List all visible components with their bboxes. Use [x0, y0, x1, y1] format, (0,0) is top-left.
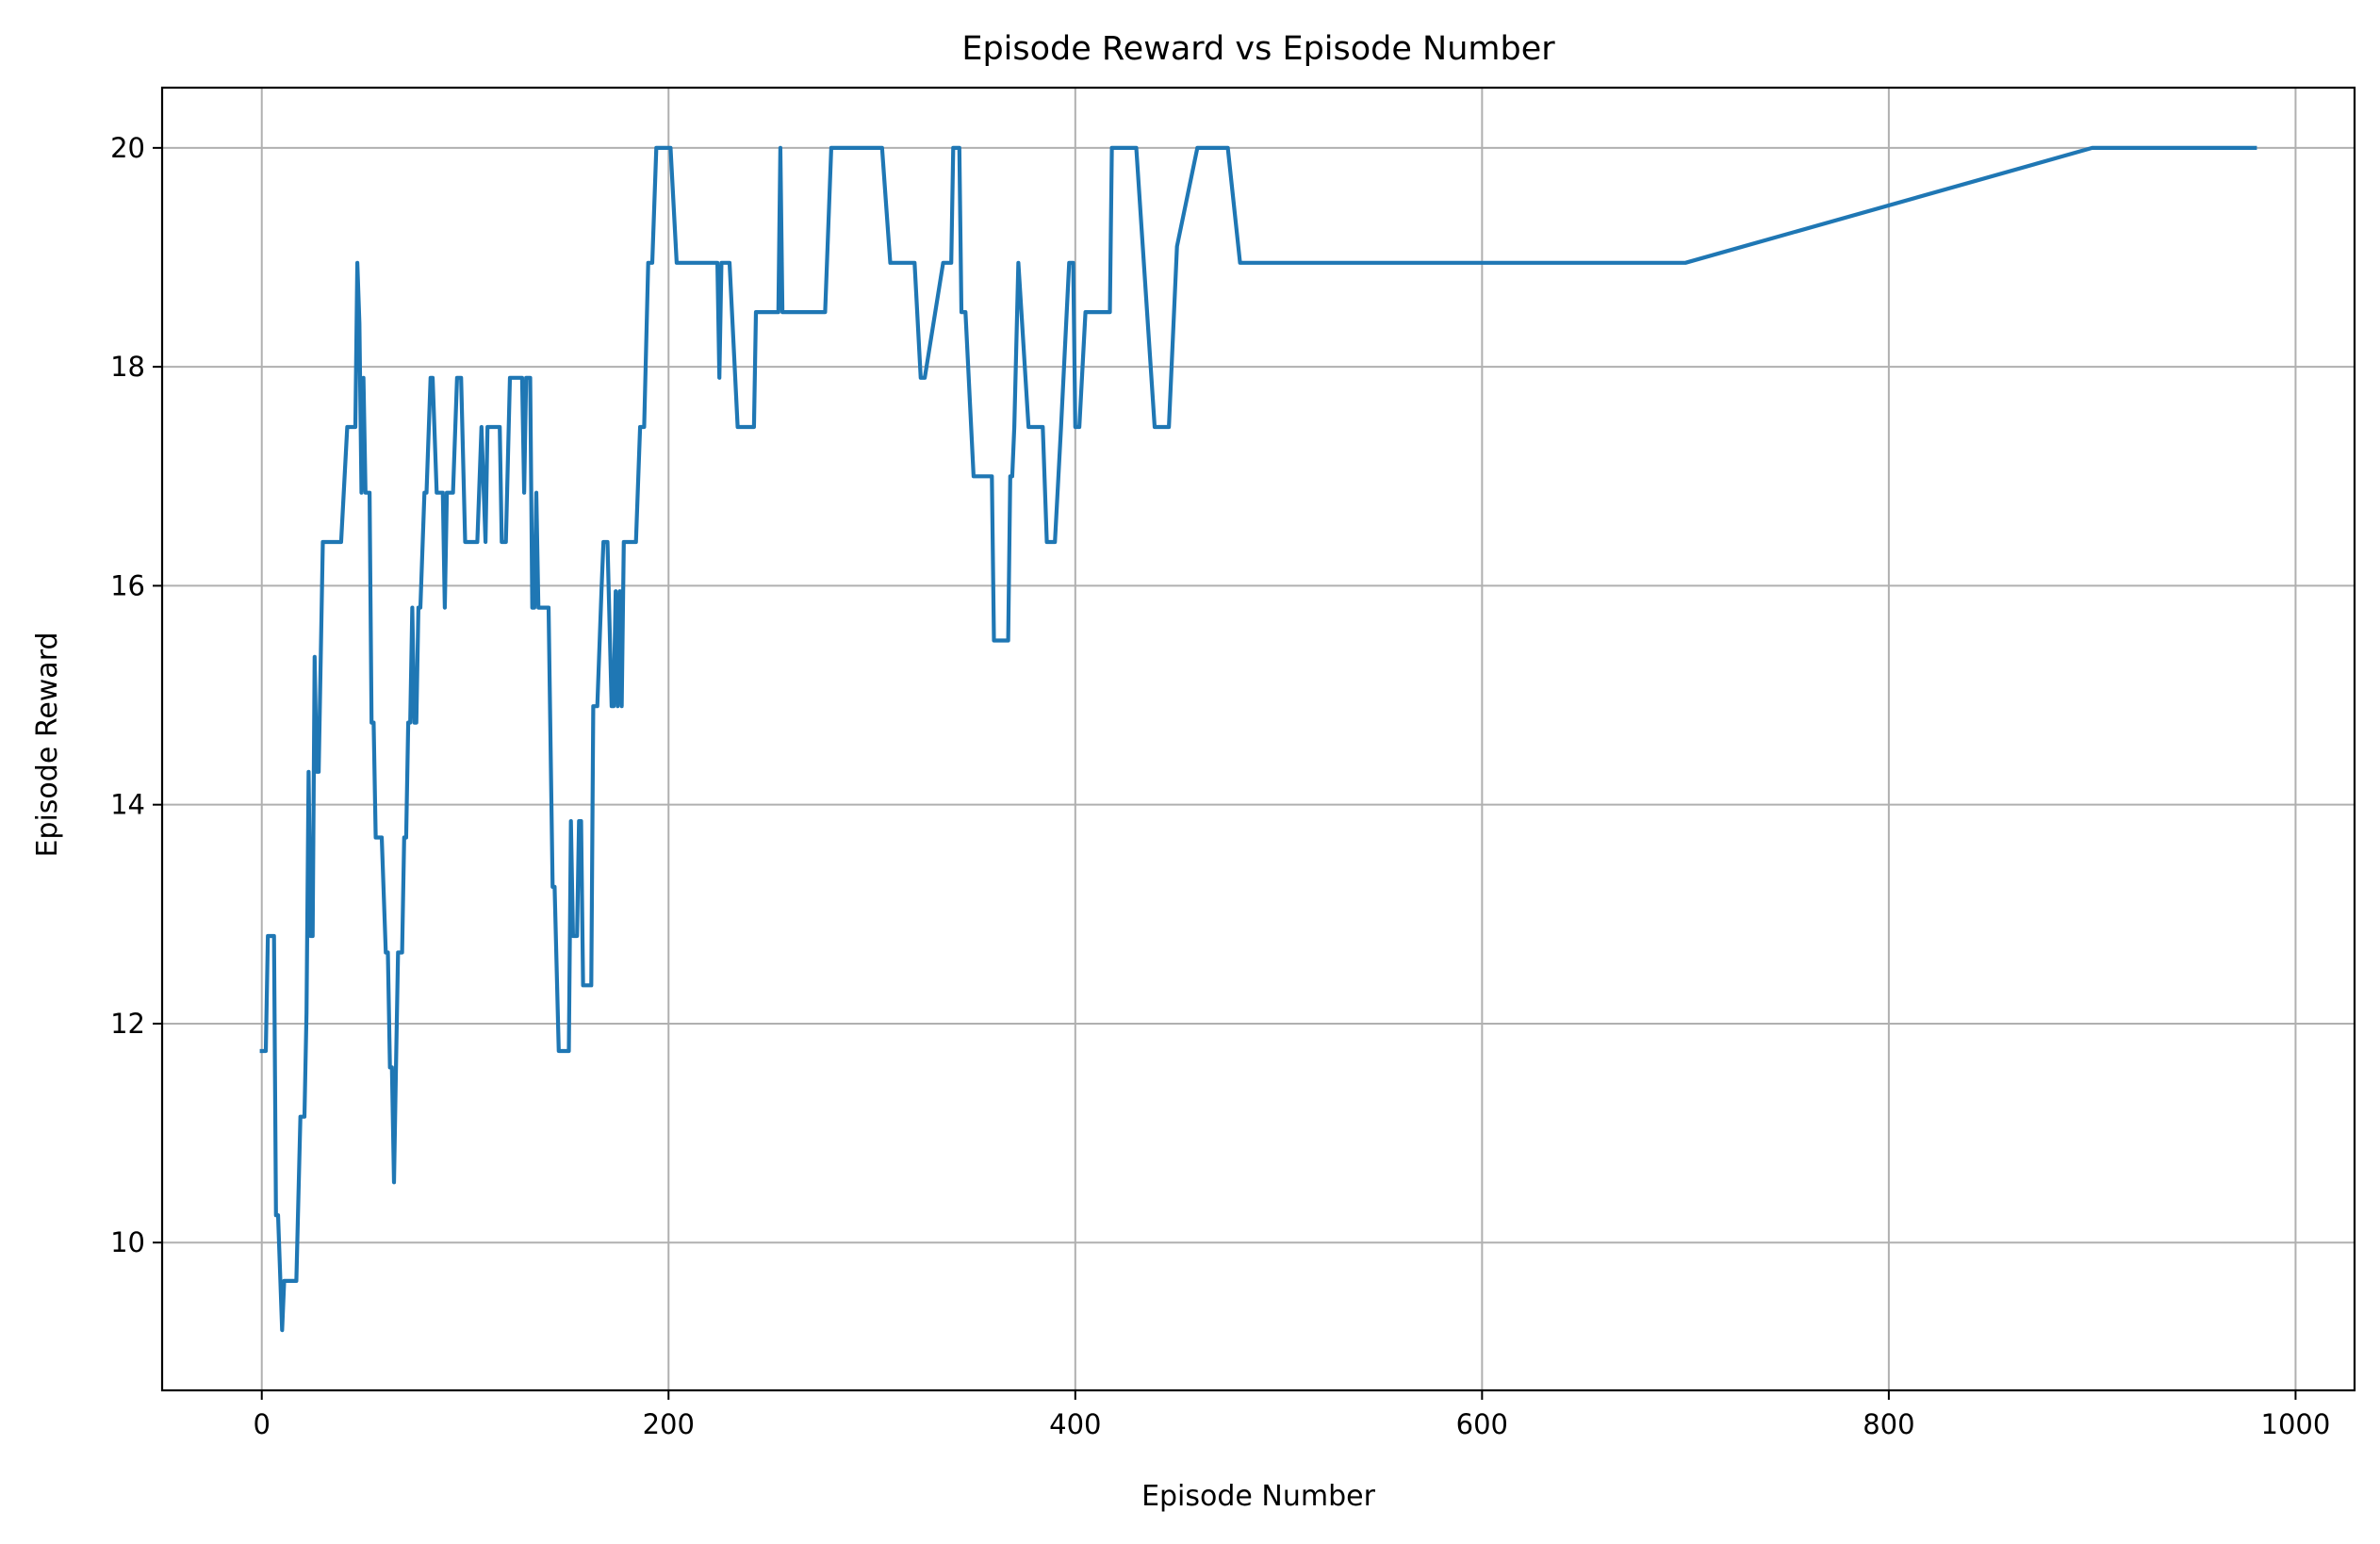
chart-title: Episode Reward vs Episode Number: [961, 30, 1555, 68]
y-tick-label: 14: [110, 789, 145, 821]
y-tick-label: 12: [110, 1008, 145, 1040]
x-tick-label: 200: [643, 1408, 695, 1440]
y-tick-label: 20: [110, 132, 145, 164]
x-tick-label: 400: [1049, 1408, 1101, 1440]
y-tick-label: 18: [110, 351, 145, 383]
y-axis-label: Episode Reward: [31, 632, 64, 857]
x-axis-label: Episode Number: [1141, 1480, 1376, 1513]
x-tick-label: 600: [1456, 1408, 1508, 1440]
y-tick-label: 16: [110, 569, 145, 601]
series-line-episode-reward: [259, 145, 2257, 1333]
x-tick-label: 800: [1863, 1408, 1914, 1440]
x-axis-ticks: 0 200 400 600 800 1000: [254, 1390, 2331, 1440]
y-axis-ticks: 10 12 14 16 18 20: [110, 132, 162, 1258]
x-tick-label: 1000: [2261, 1408, 2331, 1440]
x-tick-label: 0: [254, 1408, 271, 1440]
plot-area-frame: [160, 86, 2356, 1392]
y-tick-label: 10: [110, 1226, 145, 1258]
